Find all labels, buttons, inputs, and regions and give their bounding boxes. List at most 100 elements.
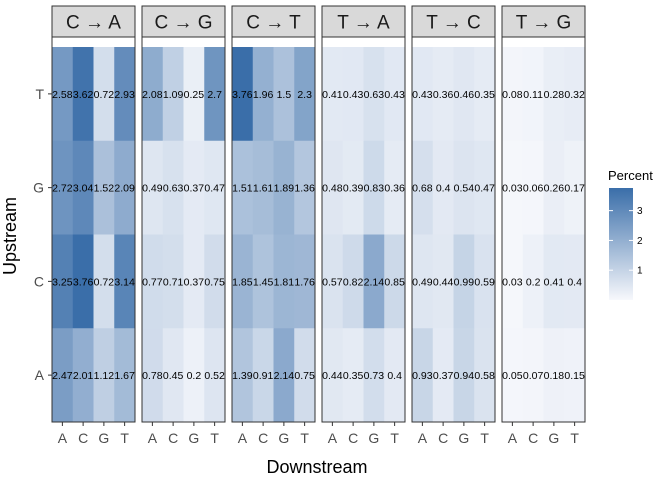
panel-border xyxy=(231,36,316,423)
heatmap-tile xyxy=(114,234,136,329)
cell-value-label: 0.43 xyxy=(343,89,364,101)
cell-value-label: 0.48 xyxy=(322,183,343,195)
heatmap-tile xyxy=(93,140,115,235)
heatmap-tile xyxy=(93,234,115,329)
cell-value-label: 2.09 xyxy=(114,183,135,195)
heatmap-tile xyxy=(363,234,385,329)
heatmap-tile xyxy=(564,140,586,235)
cell-value-label: 0.26 xyxy=(544,183,565,195)
heatmap-tile xyxy=(294,47,316,142)
heatmap-tile xyxy=(502,47,524,142)
legend-title: Percent xyxy=(608,168,653,183)
x-tick-label: G xyxy=(188,430,199,446)
cell-value-label: 0.57 xyxy=(322,276,343,288)
heatmap-tile xyxy=(93,328,115,423)
heatmap-tile xyxy=(204,234,226,329)
cell-value-label: 0.36 xyxy=(433,89,454,101)
heatmap-tile xyxy=(232,234,254,329)
x-tick-label: A xyxy=(418,430,428,446)
heatmap-tile xyxy=(252,328,274,423)
heatmap-tile xyxy=(322,47,344,142)
cell-value-label: 0.18 xyxy=(544,370,565,382)
cell-value-label: 2.93 xyxy=(114,89,135,101)
facet-strip-label: T → C xyxy=(426,13,481,34)
heatmap-tile xyxy=(543,234,565,329)
panel-border xyxy=(501,36,586,423)
facet-panel: C → G2.08 1.09 0.25 2.70.49 0.63 0.37 0.470.77… xyxy=(141,5,226,446)
heatmap-tile xyxy=(543,47,565,142)
heatmap-tile xyxy=(142,328,164,423)
heatmap-tile xyxy=(384,140,406,235)
cell-value-label: 0.41 xyxy=(544,276,565,288)
cell-value-label: 0.37 xyxy=(184,276,205,288)
x-tick-label: G xyxy=(548,430,559,446)
x-tick-label: T xyxy=(570,430,579,446)
cell-value-label: 0.03 xyxy=(502,276,523,288)
heatmap-tile xyxy=(453,234,475,329)
cell-value-label: 0.72 xyxy=(94,276,115,288)
heatmap-tile xyxy=(432,234,454,329)
y-tick-label: G xyxy=(33,180,44,196)
heatmap-tile xyxy=(453,328,475,423)
cell-value-label: 3.14 xyxy=(114,276,135,288)
cell-value-label: 1.96 xyxy=(253,89,274,101)
x-tick-label: G xyxy=(458,430,469,446)
heatmap-tile xyxy=(162,234,184,329)
heatmap-tile xyxy=(384,47,406,142)
cell-value-label: 1.51 xyxy=(232,183,253,195)
cell-value-label: 1.5 xyxy=(277,89,292,101)
cell-value-label: 3.76 xyxy=(73,276,94,288)
heatmap-tile xyxy=(232,140,254,235)
heatmap-tile xyxy=(564,47,586,142)
cell-value-label: 0.99 xyxy=(454,276,475,288)
cell-value-label: 0.83 xyxy=(364,183,385,195)
cell-value-label: 2.08 xyxy=(142,89,163,101)
cell-value-label: 0.17 xyxy=(564,183,585,195)
x-tick-label: T xyxy=(120,430,129,446)
heatmap-tile xyxy=(342,234,364,329)
heatmap-tile xyxy=(432,328,454,423)
heatmap-tile xyxy=(273,47,295,142)
heatmap-tile xyxy=(183,234,205,329)
cell-value-label: 2.3 xyxy=(297,89,312,101)
cell-value-label: 0.43 xyxy=(412,89,433,101)
heatmap-tile xyxy=(162,140,184,235)
cell-value-label: 0.11 xyxy=(523,89,543,101)
heatmap-tile xyxy=(183,140,205,235)
heatmap-tile xyxy=(342,328,364,423)
cell-value-label: 3.76 xyxy=(232,89,253,101)
cell-value-label: 0.25 xyxy=(184,89,205,101)
cell-value-label: 0.28 xyxy=(544,89,565,101)
x-tick-label: A xyxy=(58,430,68,446)
cell-value-label: 0.05 xyxy=(502,370,523,382)
legend-tick-label: 1 xyxy=(637,266,643,277)
heatmap-tile xyxy=(232,328,254,423)
x-tick-label: A xyxy=(328,430,338,446)
cell-value-label: 0.44 xyxy=(433,276,454,288)
cell-value-label: 0.47 xyxy=(204,183,225,195)
x-tick-label: G xyxy=(98,430,109,446)
cell-value-label: 0.35 xyxy=(343,370,364,382)
legend: 1 2 3 xyxy=(609,188,643,300)
heatmap-tile xyxy=(273,234,295,329)
heatmap-tile xyxy=(564,328,586,423)
panel-border xyxy=(141,36,226,423)
x-tick-label: G xyxy=(278,430,289,446)
legend-colorbar xyxy=(609,188,633,300)
heatmap-tile xyxy=(72,140,94,235)
x-tick-label: T xyxy=(210,430,219,446)
heatmap-tile xyxy=(114,328,136,423)
cell-value-label: 0.72 xyxy=(94,89,115,101)
heatmap-tile xyxy=(522,234,544,329)
heatmap-tile xyxy=(363,47,385,142)
x-tick-label: A xyxy=(148,430,158,446)
cell-value-label: 0.82 xyxy=(343,276,364,288)
cell-value-label: 0.91 xyxy=(253,370,274,382)
x-tick-label: C xyxy=(348,430,358,446)
cell-value-label: 0.03 xyxy=(502,183,523,195)
cell-value-label: 0.52 xyxy=(204,370,225,382)
cell-value-label: 1.76 xyxy=(294,276,315,288)
heatmap-tile xyxy=(252,140,274,235)
facet-strip xyxy=(51,5,136,38)
cell-value-label: 0.59 xyxy=(474,276,495,288)
